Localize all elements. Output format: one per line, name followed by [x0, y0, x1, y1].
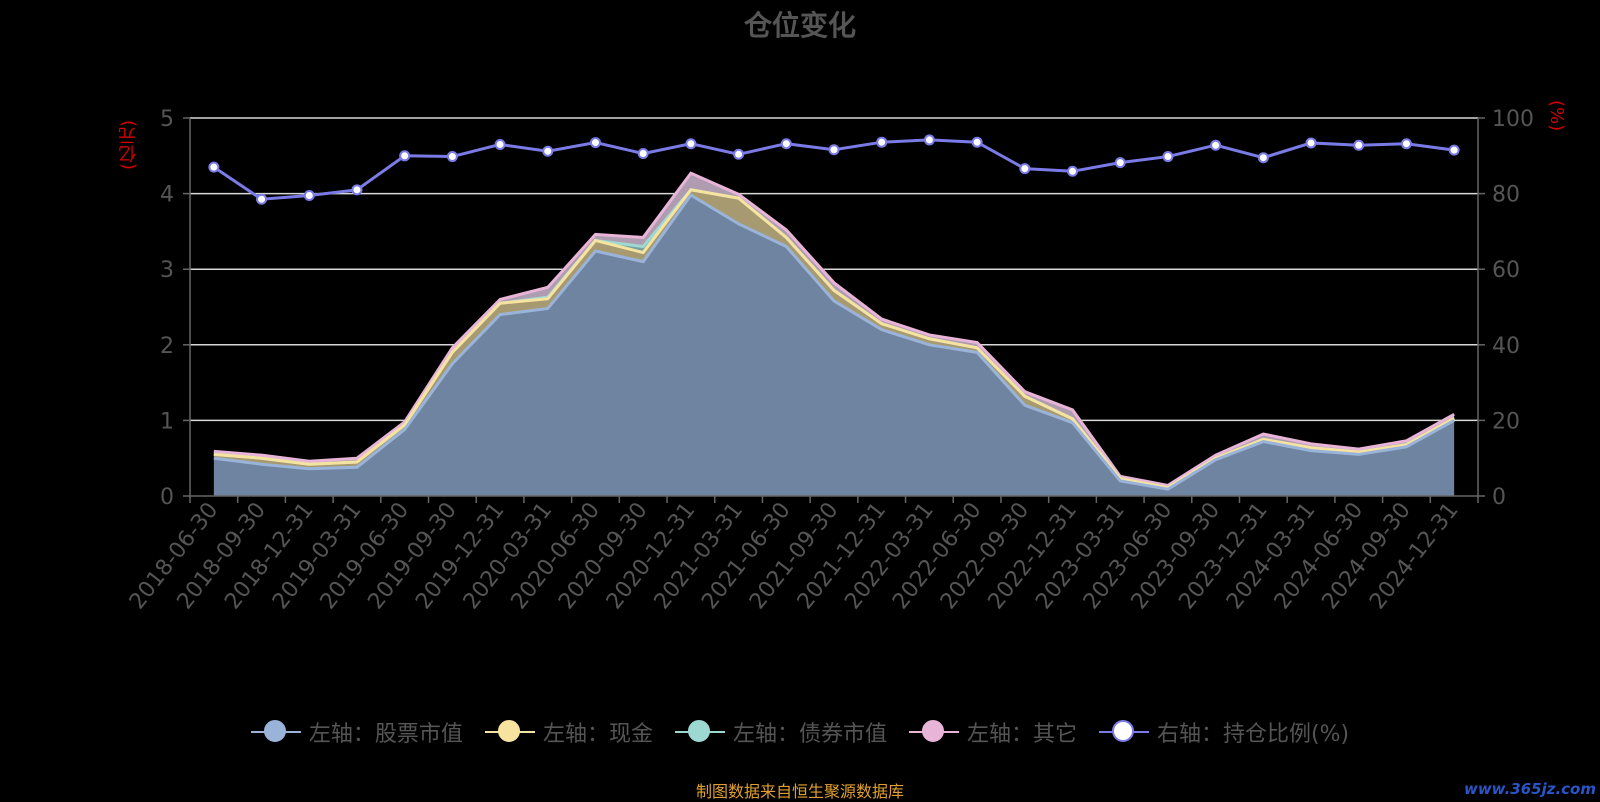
position-ratio-point: [1162, 151, 1174, 163]
position-ratio-point: [637, 148, 649, 160]
legend-item[interactable]: 右轴：持仓比例(%): [1098, 716, 1350, 748]
position-ratio-point: [971, 136, 983, 148]
right-tick-label: 80: [1492, 183, 1520, 208]
legend-label: 左轴：债券市值: [732, 722, 887, 747]
position-ratio-point: [828, 144, 840, 156]
right-tick-label: 0: [1492, 485, 1506, 510]
legend-item[interactable]: 左轴：股票市值: [250, 716, 463, 748]
left-tick-label: 4: [160, 183, 174, 208]
position-ratio-point: [1305, 137, 1317, 149]
position-ratio-point: [1257, 152, 1269, 164]
chart-title: 仓位变化: [743, 9, 856, 42]
right-tick-label: 20: [1492, 409, 1520, 434]
position-ratio-point: [1019, 163, 1031, 175]
legend-item[interactable]: 左轴：债券市值: [674, 716, 887, 748]
position-ratio-point: [1353, 139, 1365, 151]
position-ratio-point: [399, 150, 411, 162]
position-ratio-point: [542, 145, 554, 157]
right-axis-unit: (%): [1546, 100, 1567, 132]
position-ratio-point: [1448, 144, 1460, 156]
series-line-4: [213, 171, 1455, 488]
position-ratio-point: [1210, 139, 1222, 151]
legend-label: 左轴：现金: [542, 722, 653, 747]
position-ratio-point: [685, 138, 697, 150]
position-ratio-point: [1400, 138, 1412, 150]
position-ratio-point: [208, 161, 220, 173]
chart-legend: 左轴：股票市值 左轴：现金 左轴：债券市值 左轴：其它 右轴：持仓比例(%): [0, 716, 1600, 748]
right-tick-label: 40: [1492, 334, 1520, 359]
area-1: [213, 195, 1455, 496]
series-line-2: [213, 188, 1455, 490]
position-ratio-point: [256, 193, 268, 205]
left-tick-label: 2: [160, 334, 174, 359]
left-tick-label: 1: [160, 409, 174, 434]
position-ratio-point: [923, 134, 935, 146]
position-ratio-point: [780, 138, 792, 150]
right-tick-label: 60: [1492, 258, 1520, 283]
position-ratio-point: [303, 189, 315, 201]
position-ratio-point: [494, 138, 506, 150]
source-note: 制图数据来自恒生聚源数据库: [695, 782, 904, 801]
legend-label: 左轴：股票市值: [308, 722, 463, 747]
legend-marker-icon: [674, 719, 725, 745]
position-ratio-point: [446, 151, 458, 163]
position-ratio-point: [1067, 165, 1079, 177]
left-tick-label: 0: [160, 485, 174, 510]
legend-marker-icon: [1098, 719, 1149, 745]
left-tick-label: 3: [160, 258, 174, 283]
legend-item[interactable]: 左轴：现金: [484, 716, 653, 748]
position-ratio-point: [1114, 157, 1126, 169]
right-tick-label: 100: [1492, 107, 1534, 132]
position-ratio-point: [876, 136, 888, 148]
legend-marker-icon: [908, 719, 959, 745]
watermark: www.365jz.com: [1463, 780, 1596, 798]
series-line-1: [213, 193, 1455, 491]
position-ratio-point: [351, 184, 363, 196]
legend-label: 左轴：其它: [966, 722, 1077, 747]
legend-item[interactable]: 左轴：其它: [908, 716, 1077, 748]
legend-marker-icon: [250, 719, 301, 745]
position-ratio-point: [733, 148, 745, 160]
position-ratio-point: [589, 137, 601, 149]
left-tick-label: 5: [160, 107, 174, 132]
legend-label: 右轴：持仓比例(%): [1156, 722, 1350, 747]
legend-marker-icon: [484, 719, 535, 745]
